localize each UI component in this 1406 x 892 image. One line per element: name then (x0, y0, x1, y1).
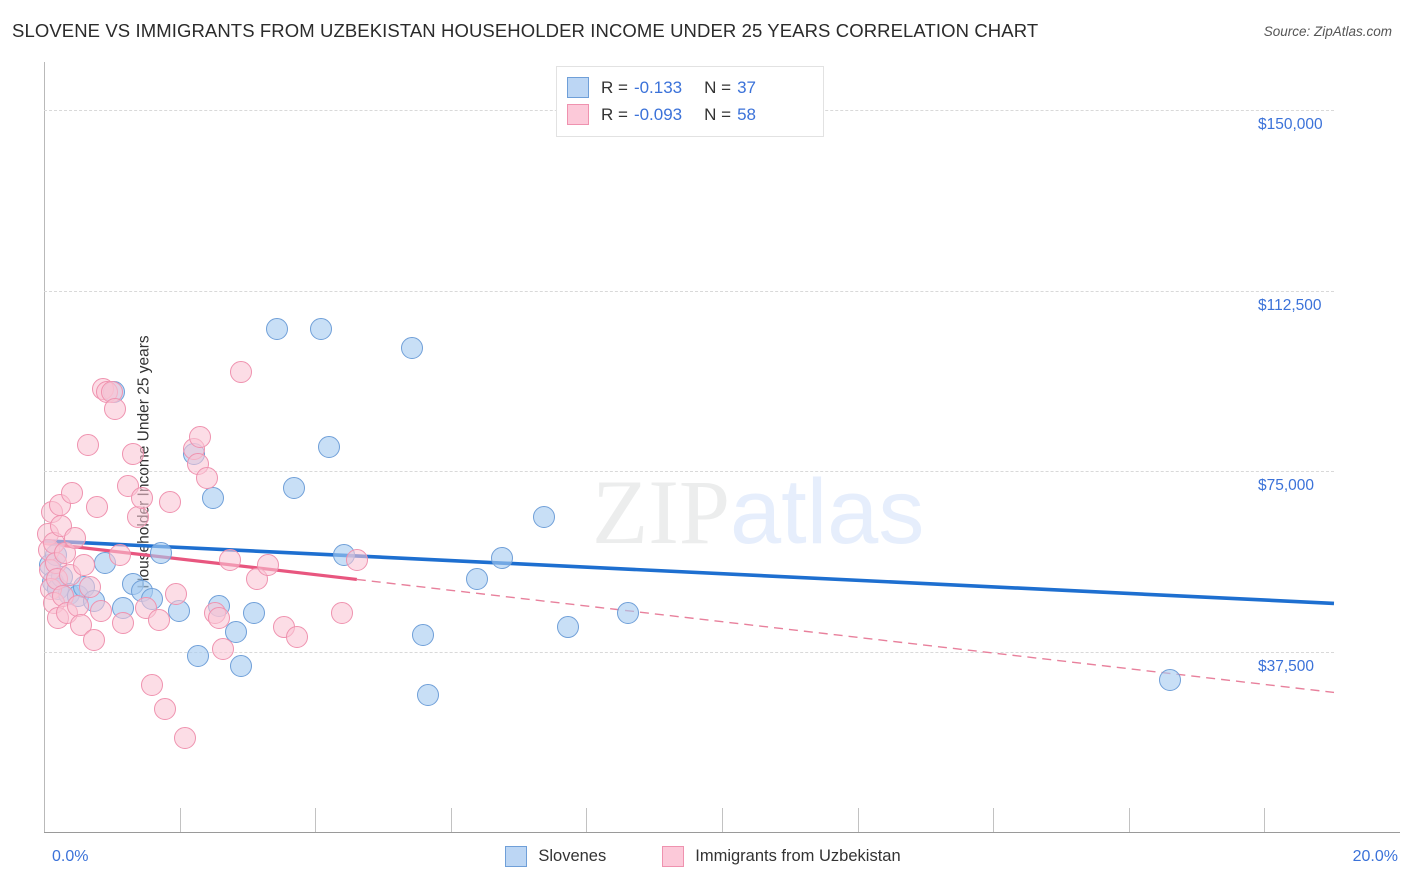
x-tick (586, 808, 588, 832)
scatter-point[interactable] (126, 505, 149, 528)
scatter-point[interactable] (158, 491, 181, 514)
scatter-point[interactable] (122, 443, 144, 466)
stats-n-value-0: 37 (737, 77, 756, 97)
scatter-point[interactable] (225, 621, 248, 644)
scatter-point[interactable] (266, 318, 289, 341)
y-tick-label: $112,500 (1258, 296, 1322, 314)
legend-swatch-uzbekistan (662, 846, 685, 867)
scatter-point[interactable] (173, 727, 196, 750)
scatter-point[interactable] (186, 645, 209, 668)
scatter-point[interactable] (79, 575, 102, 598)
gridline (44, 651, 1334, 653)
scatter-point[interactable] (63, 527, 86, 550)
stats-legend: R = -0.133 N = 37 R = -0.093 N = 58 (556, 66, 824, 137)
stats-row: R = -0.133 N = 37 (567, 74, 813, 101)
scatter-point[interactable] (165, 582, 188, 605)
scatter-point[interactable] (330, 602, 353, 625)
scatter-point[interactable] (76, 433, 99, 456)
x-tick (1128, 808, 1130, 832)
x-tick (179, 808, 181, 832)
scatter-point[interactable] (72, 553, 95, 576)
scatter-point[interactable] (416, 683, 439, 706)
stats-n-label-1: N = (704, 104, 732, 124)
scatter-point[interactable] (83, 628, 106, 651)
scatter-point[interactable] (229, 654, 252, 677)
scatter-point[interactable] (109, 544, 132, 567)
x-tick (1264, 808, 1266, 832)
scatter-point[interactable] (283, 476, 306, 499)
legend-label-uzbekistan: Immigrants from Uzbekistan (695, 847, 901, 865)
scatter-point[interactable] (212, 638, 235, 661)
scatter-point[interactable] (1158, 669, 1181, 692)
x-tick (722, 808, 723, 832)
stats-n-value-1: 58 (737, 104, 756, 124)
y-tick-label: $75,000 (1258, 477, 1315, 495)
page-title: SLOVENE VS IMMIGRANTS FROM UZBEKISTAN HO… (12, 20, 1039, 41)
x-tick-label: 20.0% (1352, 848, 1398, 865)
gridline (44, 290, 1334, 292)
scatter-point[interactable] (285, 626, 308, 649)
legend-label-slovenes: Slovenes (538, 847, 607, 865)
x-tick-label: 0.0% (52, 848, 89, 865)
scatter-point[interactable] (532, 505, 555, 528)
scatter-point[interactable] (147, 609, 170, 632)
legend-item-uzbekistan[interactable]: Immigrants from Uzbekistan (662, 846, 901, 867)
x-axis-line (44, 832, 1400, 833)
source-label: Source: ZipAtlas.com (1263, 24, 1392, 39)
stats-r-value-0: -0.133 (633, 77, 683, 97)
series-legend: Slovenes Immigrants from Uzbekistan (0, 846, 1406, 867)
plot-area: Householder Income Under 25 years ZIPatl… (44, 62, 1334, 832)
y-axis-line (44, 62, 45, 832)
stats-swatch-slovenes (567, 77, 589, 98)
scatter-point[interactable] (242, 602, 265, 625)
watermark-atlas: atlas (730, 461, 925, 563)
scatter-point[interactable] (616, 602, 639, 625)
scatter-point[interactable] (85, 496, 108, 519)
scatter-point[interactable] (150, 541, 173, 564)
scatter-point[interactable] (318, 436, 341, 458)
scatter-point[interactable] (490, 546, 513, 569)
stats-n-label-0: N = (704, 77, 732, 97)
x-tick (315, 808, 317, 832)
x-tick (993, 808, 995, 832)
scatter-point[interactable] (218, 549, 241, 572)
scatter-point[interactable] (466, 568, 489, 591)
stats-r-label-1: R = (601, 104, 628, 124)
legend-swatch-slovenes (505, 846, 528, 867)
x-tick (450, 808, 452, 832)
stats-r-value-1: -0.093 (633, 104, 683, 124)
stats-swatch-uzbekistan (567, 104, 589, 125)
scatter-point[interactable] (556, 616, 579, 639)
scatter-point[interactable] (229, 361, 252, 384)
stats-r-label-0: R = (601, 77, 628, 97)
legend-item-slovenes[interactable]: Slovenes (505, 846, 606, 867)
y-tick-label: $37,500 (1258, 657, 1315, 675)
stats-row: R = -0.093 N = 58 (567, 101, 813, 128)
scatter-point[interactable] (154, 698, 177, 721)
scatter-point[interactable] (141, 674, 164, 697)
scatter-point[interactable] (257, 553, 280, 576)
scatter-point[interactable] (111, 611, 134, 634)
watermark-zip: ZIP (592, 461, 730, 563)
scatter-point[interactable] (89, 599, 112, 622)
x-tick (857, 808, 859, 832)
scatter-point[interactable] (103, 397, 126, 420)
scatter-point[interactable] (310, 318, 333, 341)
scatter-point[interactable] (195, 467, 218, 490)
scatter-point[interactable] (412, 623, 435, 646)
scatter-point[interactable] (208, 606, 231, 629)
scatter-point[interactable] (61, 481, 84, 504)
gridline (44, 471, 1334, 473)
scatter-point[interactable] (131, 486, 154, 509)
scatter-point[interactable] (400, 337, 423, 360)
scatter-point[interactable] (189, 426, 212, 449)
scatter-point[interactable] (201, 486, 224, 509)
watermark: ZIPatlas (592, 466, 924, 558)
y-tick-label: $150,000 (1258, 116, 1323, 134)
scatter-point[interactable] (345, 549, 368, 572)
